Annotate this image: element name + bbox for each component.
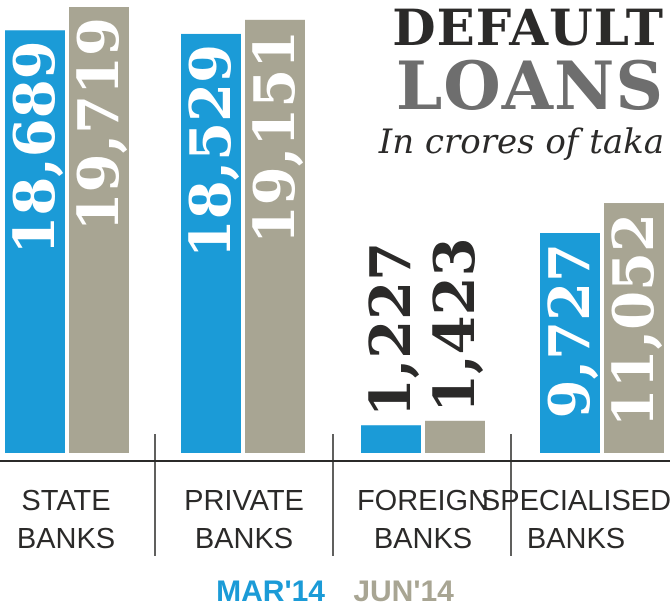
category-label-1-line1: BANKS: [195, 523, 293, 555]
category-label-3-line1: BANKS: [527, 523, 625, 555]
chart-title-line1: DEFAULT: [392, 0, 664, 57]
bar-jun14-0: [69, 7, 129, 453]
category-label-0-line1: BANKS: [17, 523, 115, 555]
category-label-2-line0: FOREIGN: [357, 485, 489, 517]
legend: MAR'14 JUN'14: [0, 574, 670, 610]
bar-mar14-0: [5, 30, 65, 453]
value-label-mar14-0: 18,689: [2, 40, 68, 254]
category-label-1-line0: PRIVATE: [184, 485, 304, 517]
legend-item-jun14: JUN'14: [353, 575, 454, 608]
chart-subtitle: In crores of taka: [378, 122, 664, 162]
chart-title-line2: LOANS: [395, 47, 664, 125]
category-label-2-line1: BANKS: [374, 523, 472, 555]
value-label-mar14-3: 9,727: [537, 243, 603, 418]
category-label-3-line0: SPECIALISED: [481, 485, 670, 517]
value-label-jun14-1: 19,151: [242, 30, 308, 244]
bar-mar14-2: [361, 425, 421, 453]
value-label-mar14-1: 18,529: [178, 44, 244, 258]
value-label-jun14-0: 19,719: [66, 17, 132, 231]
bar-mar14-3: [540, 232, 600, 453]
bar-jun14-1: [245, 19, 305, 454]
category-label-0-line0: STATE: [21, 485, 110, 517]
bar-jun14-2: [425, 420, 485, 453]
value-label-mar14-2: 1,227: [358, 242, 424, 417]
bar-mar14-1: [181, 33, 241, 453]
value-label-jun14-3: 11,052: [601, 213, 667, 427]
value-label-jun14-2: 1,423: [422, 237, 488, 412]
legend-item-mar14: MAR'14: [216, 575, 325, 608]
bar-jun14-3: [604, 203, 664, 453]
